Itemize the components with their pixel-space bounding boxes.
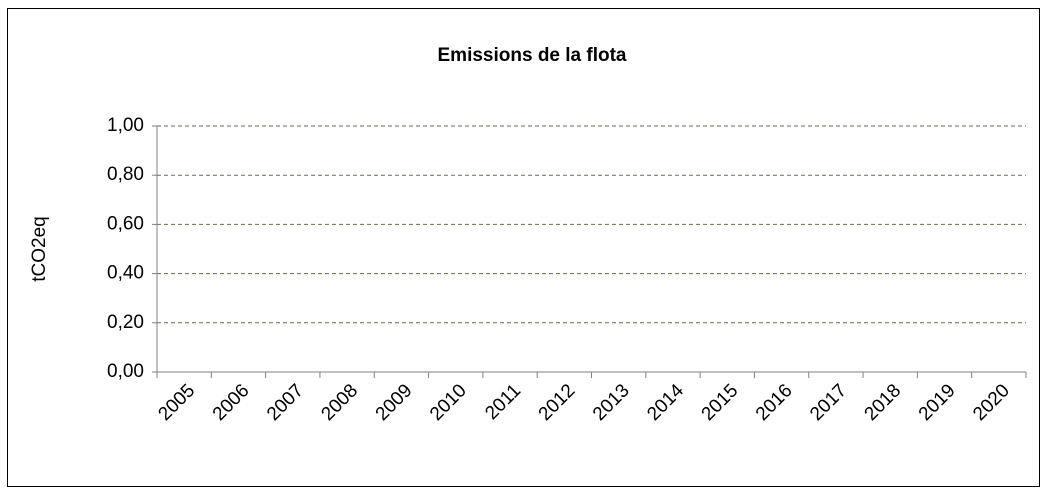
y-tick-label: 0,40 <box>107 263 144 284</box>
y-tick-label: 0,80 <box>107 164 144 185</box>
y-tick-label: 0,60 <box>107 213 144 234</box>
y-axis-label: tCO2eq <box>29 216 50 281</box>
chart-title: Emissions de la flota <box>438 45 627 66</box>
y-tick-label: 0,20 <box>107 312 144 333</box>
chart-border <box>7 8 1040 487</box>
y-tick-label: 1,00 <box>107 115 144 136</box>
y-tick-label: 0,00 <box>107 361 144 382</box>
